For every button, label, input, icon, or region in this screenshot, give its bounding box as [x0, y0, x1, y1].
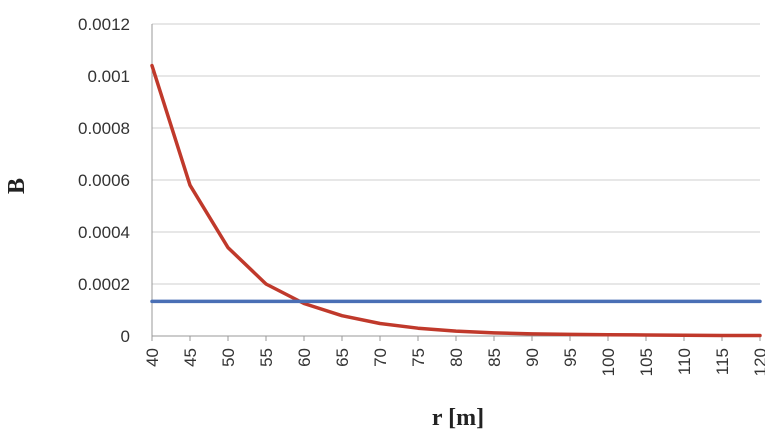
x-tick-label: 70	[371, 348, 390, 367]
y-tick-label: 0.0006	[78, 171, 130, 190]
x-axis-label: r [m]	[432, 405, 484, 431]
y-tick-label: 0	[121, 327, 130, 346]
x-tick-label: 100	[599, 348, 618, 376]
y-tick-label: 0.0002	[78, 275, 130, 294]
x-tick-labels: 40 45 50 55 60 65 70 75 80 85 90 95 100 105 110 115 120	[143, 336, 765, 376]
series-line-1	[150, 63, 762, 338]
y-tick-labels: 0 0.0002 0.0004 0.0006 0.0008 0.001 0.0012	[78, 15, 130, 346]
grid-lines	[151, 23, 760, 337]
x-tick-label: 110	[675, 348, 694, 375]
y-tick-label: 0.0004	[78, 223, 130, 242]
y-axis-label: B	[4, 178, 30, 194]
x-tick-label: 120	[751, 348, 765, 376]
x-tick-label: 115	[713, 348, 732, 375]
x-tick-label: 80	[447, 348, 466, 367]
series-lines	[150, 63, 762, 338]
x-tick-label: 45	[181, 348, 200, 367]
x-tick-label: 105	[637, 348, 656, 376]
x-tick-label: 85	[485, 348, 504, 367]
x-tick-label: 90	[523, 348, 542, 367]
x-tick-label: 65	[333, 348, 352, 367]
x-tick-label: 50	[219, 348, 238, 367]
y-tick-label: 0.0012	[78, 15, 130, 34]
x-tick-label: 95	[561, 348, 580, 367]
y-tick-label: 0.001	[87, 67, 130, 86]
y-tick-label: 0.0008	[78, 119, 130, 138]
x-tick-label: 75	[409, 348, 428, 367]
x-tick-label: 55	[257, 348, 276, 367]
x-tick-label: 60	[295, 348, 314, 367]
x-tick-label: 40	[143, 348, 162, 367]
